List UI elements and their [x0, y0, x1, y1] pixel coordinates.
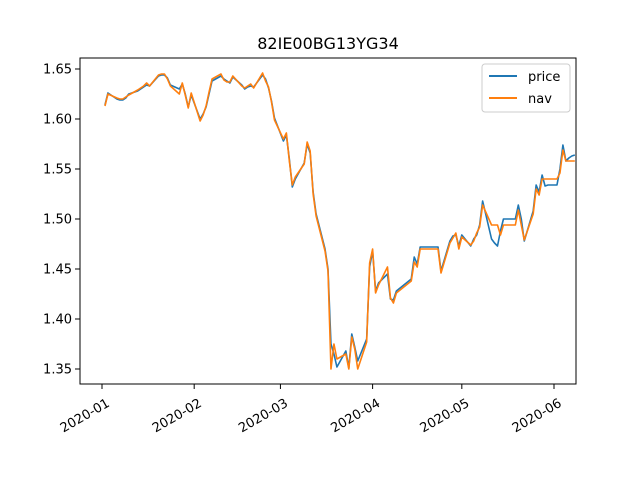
- x-tick-label: 2020-06: [510, 396, 565, 436]
- y-tick-label: 1.55: [43, 163, 72, 178]
- chart-title: 82IE00BG13YG34: [257, 34, 399, 53]
- x-tick-label: 2020-05: [418, 396, 473, 436]
- x-axis: 2020-01 2020-02 2020-03 2020-04 2020-05 2020-…: [58, 384, 565, 436]
- x-tick-label: 2020-02: [150, 396, 205, 436]
- series-line-nav: [104, 72, 575, 370]
- y-tick-label: 1.45: [43, 263, 72, 278]
- y-tick-label: 1.50: [43, 213, 72, 228]
- y-tick-label: 1.60: [43, 113, 72, 128]
- legend-label-nav: nav: [528, 92, 552, 107]
- y-tick-label: 1.65: [43, 63, 72, 78]
- plot-frame: [79, 57, 577, 385]
- y-axis: 1.35 1.40 1.45 1.50 1.55 1.60 1.65: [43, 63, 80, 378]
- y-tick-label: 1.35: [43, 363, 72, 378]
- series-layer: [104, 72, 576, 370]
- x-tick-label: 2020-04: [328, 396, 383, 436]
- x-tick-label: 2020-03: [236, 396, 291, 436]
- y-tick-label: 1.40: [43, 313, 72, 328]
- legend-label-price: price: [528, 70, 560, 85]
- series-line-price: [104, 74, 576, 369]
- x-tick-label: 2020-01: [58, 396, 113, 436]
- legend: price nav: [481, 63, 571, 113]
